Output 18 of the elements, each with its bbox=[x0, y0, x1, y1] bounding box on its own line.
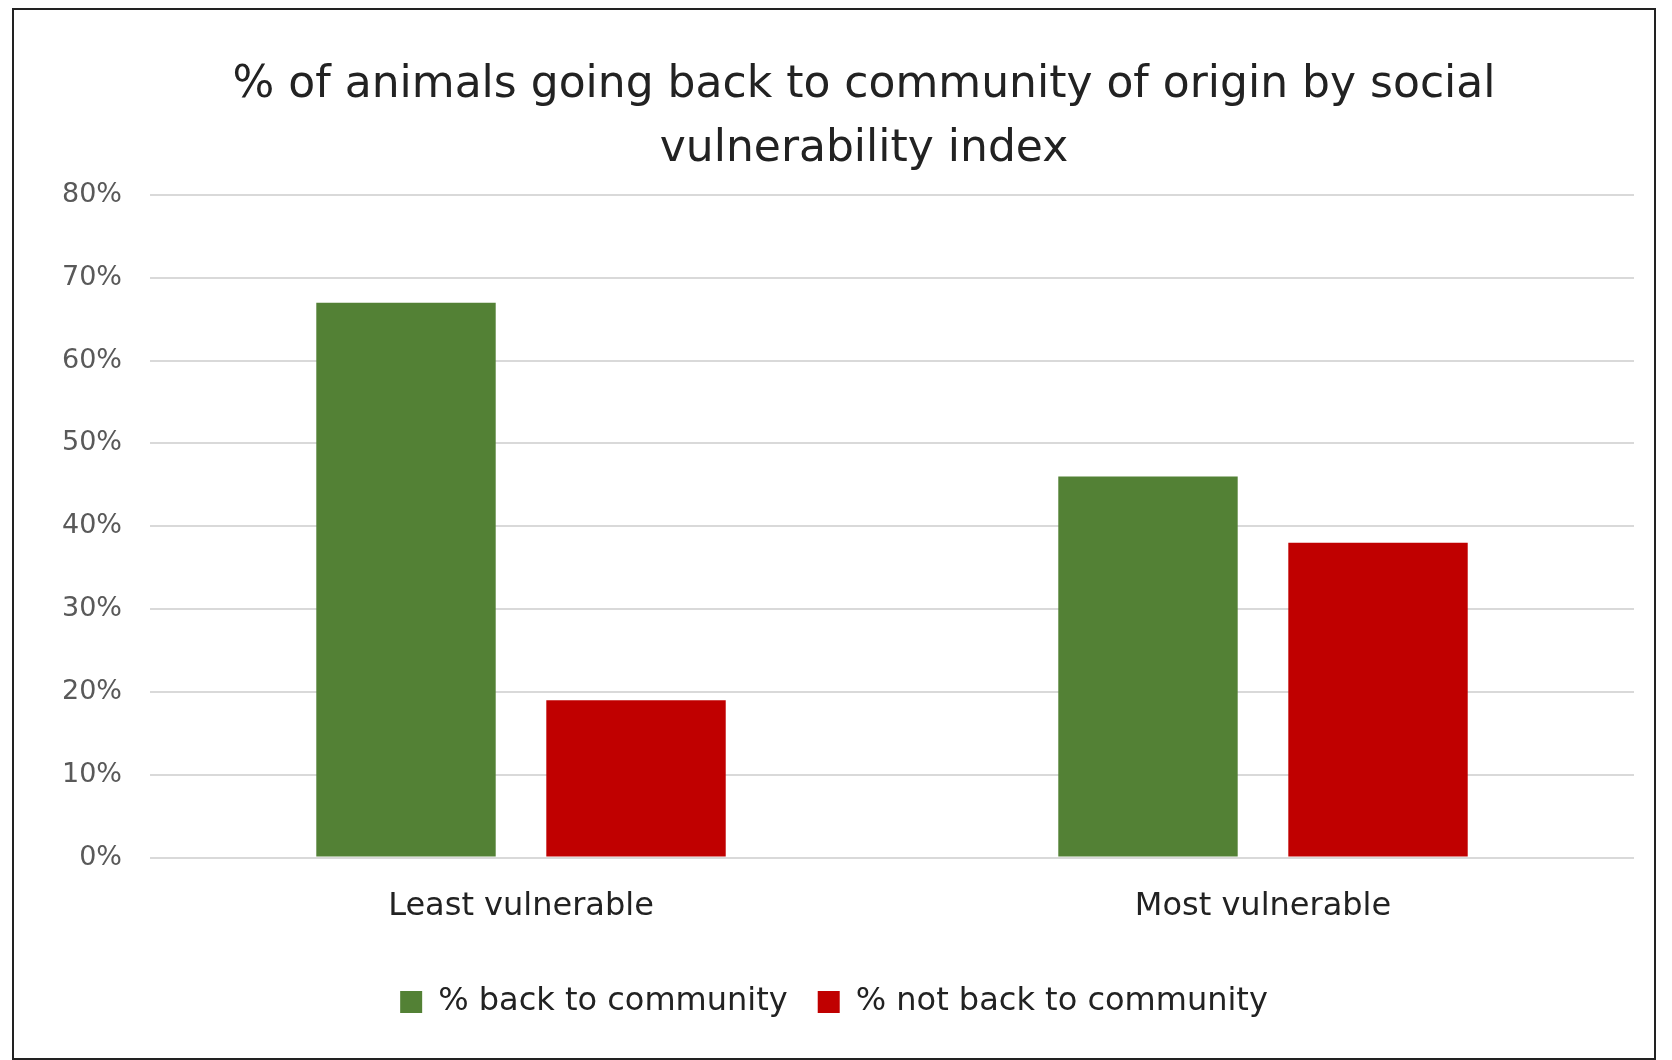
y-tick-label: 70% bbox=[62, 259, 123, 291]
y-tick-label: 0% bbox=[79, 839, 123, 871]
y-tick-label: 30% bbox=[62, 591, 123, 623]
legend-label: % not back to community bbox=[855, 980, 1268, 1019]
y-tick-label: 20% bbox=[62, 673, 123, 705]
chart-title: % of animals going back to community of origin by social vulnerability index bbox=[231, 55, 1497, 173]
bar bbox=[316, 302, 496, 857]
bar bbox=[546, 700, 726, 857]
x-tick-label: Most vulnerable bbox=[1134, 885, 1392, 924]
bar bbox=[1288, 542, 1468, 857]
bar bbox=[1058, 476, 1238, 857]
y-tick-label: 80% bbox=[62, 177, 123, 209]
y-tick-label: 50% bbox=[62, 425, 123, 457]
x-tick-label: Least vulnerable bbox=[388, 885, 654, 924]
y-tick-label: 10% bbox=[62, 756, 123, 788]
legend-label: % back to community bbox=[438, 980, 788, 1019]
y-tick-label: 40% bbox=[62, 508, 123, 540]
y-tick-label: 60% bbox=[62, 342, 123, 374]
